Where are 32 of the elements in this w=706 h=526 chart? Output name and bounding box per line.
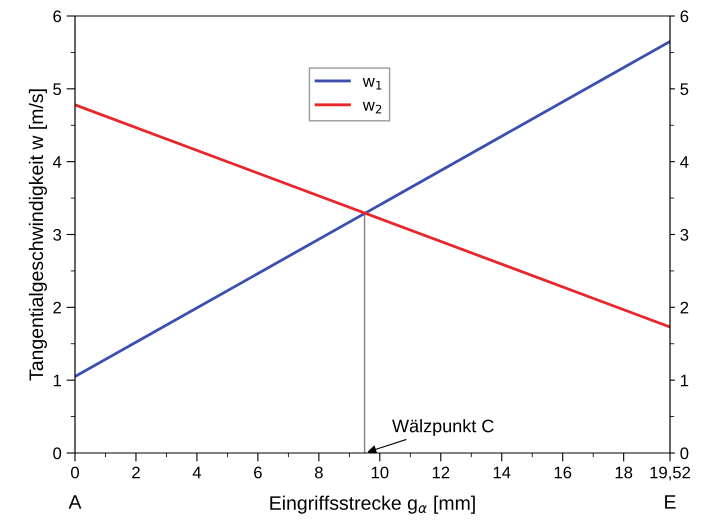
text: A (68, 495, 82, 509)
text: E (665, 495, 676, 509)
y2-tick-label: 6 (680, 10, 688, 22)
y-tick-label: 0 (53, 447, 62, 460)
y-tick-label: 5 (53, 83, 62, 96)
x-tick-label: 2 (132, 466, 140, 478)
x-tick-label: 8 (314, 466, 323, 478)
y2-tick-label: 5 (680, 83, 688, 96)
y-tick-label: 6 (53, 10, 62, 22)
y2-tick-label: 3 (680, 228, 688, 241)
x-tick-label: 16 (554, 466, 572, 478)
y-tick-label: 3 (53, 228, 62, 241)
y-axis-title: Tangentialgeschwindigkeit w [m/s] (28, 89, 47, 380)
x-tick-label: 12 (432, 466, 450, 478)
y2-tick-label: 2 (680, 302, 688, 314)
legend-label: w$_{2}$ (362, 102, 382, 114)
x-tick-label: 14 (494, 466, 511, 478)
y-tick-label: 2 (53, 302, 61, 314)
legend-label: w$_{1}$ (362, 78, 382, 90)
x-tick-label: 6 (254, 466, 262, 478)
x-tick-label: 18 (616, 466, 632, 478)
y2-tick-label: 4 (680, 156, 689, 168)
x-tick-label: 4 (192, 466, 202, 478)
ref-line-label: Wälzpunkt C (392, 419, 494, 436)
y-tick-label: 1 (54, 374, 61, 386)
x-tick-label: 10 (372, 466, 388, 478)
y-tick-label: 4 (52, 156, 62, 168)
y2-tick-label: 0 (680, 447, 688, 460)
x-axis-title: Eingriffsstrecke g$_{α}$ [mm] (270, 496, 475, 514)
x-tick-label: 0 (71, 466, 79, 478)
y2-tick-label: 1 (680, 374, 688, 386)
x-tick-label: 19,52 (650, 466, 690, 480)
